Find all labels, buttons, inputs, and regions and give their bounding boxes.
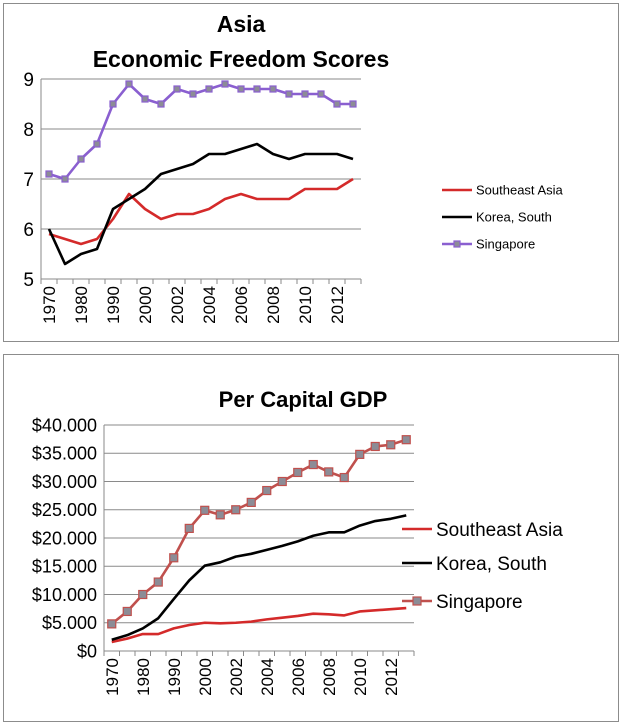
chart-panel-gdp: Per Capital GDP $0 $5.000 $10.000 $15.000 $20… xyxy=(3,354,619,722)
data-point-singapore xyxy=(231,505,241,515)
data-point-singapore xyxy=(317,90,325,98)
legend-label-singapore: Singapore xyxy=(436,592,523,613)
x-tick-label: 1980 xyxy=(134,658,153,696)
x-tick-label: 2010 xyxy=(351,658,370,696)
x-tick-label: 1990 xyxy=(165,658,184,696)
data-point-singapore xyxy=(324,467,334,477)
data-point-singapore xyxy=(370,441,380,452)
y-tick-label: $15.000 xyxy=(32,557,97,577)
data-point-singapore xyxy=(246,497,256,508)
legend-label-singapore: Singapore xyxy=(476,237,535,252)
data-point-singapore xyxy=(184,523,194,533)
data-point-singapore xyxy=(200,505,210,515)
data-point-singapore xyxy=(205,85,213,93)
x-tick-label: 1980 xyxy=(72,286,91,324)
x-tick-label: 2002 xyxy=(227,658,246,696)
x-tick-label: 2004 xyxy=(200,286,219,324)
data-point-singapore xyxy=(125,80,133,88)
y-tick-label: 5 xyxy=(23,270,34,291)
x-tick-label: 2006 xyxy=(289,658,308,696)
x-tick-label: 2004 xyxy=(258,658,277,696)
y-tick-label: $35.000 xyxy=(32,444,97,464)
x-tick-label: 1990 xyxy=(104,286,123,324)
data-point-singapore xyxy=(386,440,396,450)
data-point-singapore xyxy=(333,100,341,108)
data-point-singapore xyxy=(61,175,69,183)
data-point-singapore xyxy=(173,85,181,93)
data-point-singapore xyxy=(93,140,101,148)
data-point-singapore xyxy=(122,606,132,617)
y-tick-label: $40.000 xyxy=(32,415,97,435)
chart-subtitle: Economic Freedom Scores xyxy=(93,46,390,72)
y-tick-label: $25.000 xyxy=(32,500,97,520)
x-tick-label: 2008 xyxy=(264,286,283,324)
data-point-singapore xyxy=(277,476,287,487)
data-point-singapore xyxy=(293,467,303,478)
series-line-singapore xyxy=(48,82,353,181)
x-tick-label: 1970 xyxy=(103,658,122,696)
data-point-singapore xyxy=(285,90,293,98)
data-point-singapore xyxy=(269,85,277,93)
y-tick-label: $20.000 xyxy=(32,528,97,548)
data-point-singapore xyxy=(77,155,85,163)
legend-marker-singapore xyxy=(412,596,422,606)
legend-marker-singapore xyxy=(453,240,461,248)
data-point-singapore xyxy=(138,589,148,600)
series-line-korea-south xyxy=(47,142,354,266)
x-tick-label: 1970 xyxy=(40,286,59,324)
data-point-singapore xyxy=(221,80,229,88)
y-tick-label: $0 xyxy=(77,641,97,661)
chart-economic-freedom: Asia Economic Freedom Scores 5 6 7 8 9 1970 1980… xyxy=(23,11,563,324)
chart-panel-economic-freedom: Asia Economic Freedom Scores 5 6 7 8 9 1970 1980… xyxy=(3,3,619,342)
y-tick-label: 9 xyxy=(23,70,34,91)
legend-label-korea-south: Korea, South xyxy=(436,554,547,575)
x-tick-label: 2000 xyxy=(136,286,155,324)
data-point-singapore xyxy=(401,435,411,445)
data-point-singapore xyxy=(301,90,309,98)
x-tick-label: 2000 xyxy=(196,658,215,696)
data-point-singapore xyxy=(109,100,117,108)
data-point-singapore xyxy=(262,485,272,496)
legend-label-southeast-asia: Southeast Asia xyxy=(476,183,563,198)
chart-per-capita-gdp: Per Capital GDP $0 $5.000 $10.000 $15.000 $20… xyxy=(32,387,563,696)
y-tick-label: 8 xyxy=(23,120,34,141)
x-tick-label: 2002 xyxy=(168,286,187,324)
data-point-singapore xyxy=(253,85,261,93)
chart-title: Per Capital GDP xyxy=(219,387,388,412)
data-point-singapore xyxy=(169,553,179,563)
x-tick-label: 2006 xyxy=(232,286,251,324)
data-point-singapore xyxy=(107,619,117,629)
y-tick-label: $10.000 xyxy=(32,585,97,605)
x-tick-label: 2008 xyxy=(320,658,339,696)
series-line-southeast-asia xyxy=(48,177,354,246)
data-point-singapore xyxy=(215,510,225,520)
data-point-singapore xyxy=(153,577,163,587)
data-point-singapore xyxy=(339,472,349,483)
data-point-singapore xyxy=(189,90,197,98)
y-tick-label: $30.000 xyxy=(32,472,97,492)
legend-label-korea-south: Korea, South xyxy=(476,210,552,225)
y-tick-label: 7 xyxy=(23,170,34,191)
data-point-singapore xyxy=(237,85,245,93)
series-line-southeast-asia xyxy=(111,606,407,644)
y-tick-label: $5.000 xyxy=(42,613,97,633)
series-line-korea-south xyxy=(111,514,407,641)
y-tick-label: 6 xyxy=(23,220,34,241)
x-tick-label: 2012 xyxy=(328,286,347,324)
data-point-singapore xyxy=(355,449,365,459)
x-tick-label: 2010 xyxy=(296,286,315,324)
data-point-singapore xyxy=(157,100,165,108)
data-point-singapore xyxy=(308,459,318,470)
x-tick-label: 2012 xyxy=(382,658,401,696)
legend-label-southeast-asia: Southeast Asia xyxy=(436,520,563,541)
data-point-singapore xyxy=(141,95,149,103)
chart-title: Asia xyxy=(217,11,266,37)
series-line-singapore xyxy=(110,438,407,625)
data-point-singapore xyxy=(45,170,53,178)
data-point-singapore xyxy=(349,100,357,108)
